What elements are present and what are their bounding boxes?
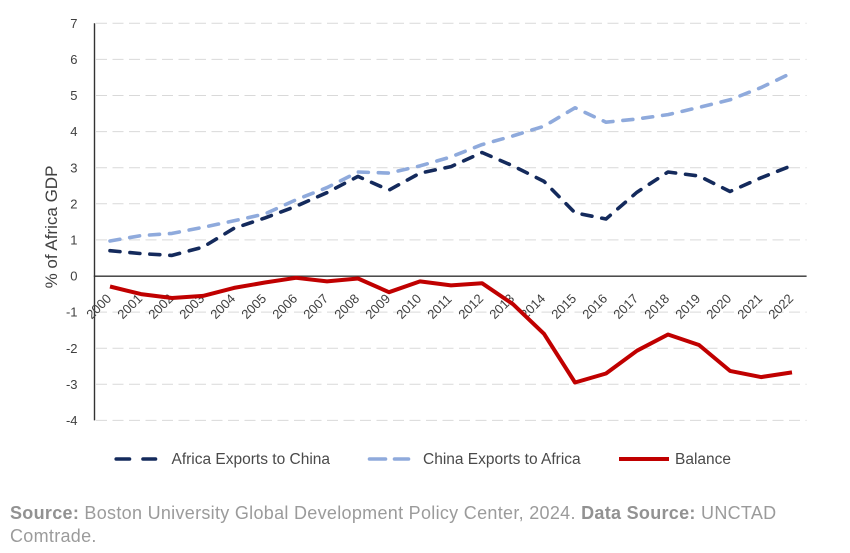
svg-text:2021: 2021 xyxy=(734,291,765,322)
svg-text:-1: -1 xyxy=(66,305,78,320)
svg-text:2010: 2010 xyxy=(393,291,424,322)
svg-text:2018: 2018 xyxy=(641,291,672,322)
svg-text:-2: -2 xyxy=(66,341,78,356)
svg-text:China Exports to Africa: China Exports to Africa xyxy=(423,451,581,468)
svg-text:2008: 2008 xyxy=(331,291,362,322)
svg-text:1: 1 xyxy=(70,233,77,248)
svg-text:2020: 2020 xyxy=(703,291,734,322)
svg-text:2: 2 xyxy=(70,196,77,211)
svg-text:2011: 2011 xyxy=(424,292,454,322)
svg-text:2016: 2016 xyxy=(579,291,610,322)
svg-text:2017: 2017 xyxy=(610,291,641,322)
svg-text:6: 6 xyxy=(70,52,77,67)
svg-text:2012: 2012 xyxy=(455,291,486,322)
svg-text:5: 5 xyxy=(70,88,77,103)
svg-text:2007: 2007 xyxy=(300,291,331,322)
svg-text:3: 3 xyxy=(70,160,77,175)
svg-text:7: 7 xyxy=(70,16,77,31)
svg-text:-3: -3 xyxy=(66,377,78,392)
svg-text:4: 4 xyxy=(70,124,77,139)
svg-text:0: 0 xyxy=(70,269,77,284)
svg-text:2014: 2014 xyxy=(517,291,548,322)
svg-text:2022: 2022 xyxy=(765,291,796,322)
svg-text:2009: 2009 xyxy=(362,291,393,322)
svg-text:2019: 2019 xyxy=(672,291,703,322)
svg-text:Africa Exports to China: Africa Exports to China xyxy=(172,451,331,468)
svg-text:-4: -4 xyxy=(66,413,78,428)
svg-text:% of Africa GDP: % of Africa GDP xyxy=(42,166,61,289)
svg-text:Balance: Balance xyxy=(675,451,731,468)
svg-text:2000: 2000 xyxy=(83,291,114,322)
svg-text:2005: 2005 xyxy=(238,291,269,322)
svg-text:2006: 2006 xyxy=(269,291,300,322)
svg-text:2015: 2015 xyxy=(548,291,579,322)
